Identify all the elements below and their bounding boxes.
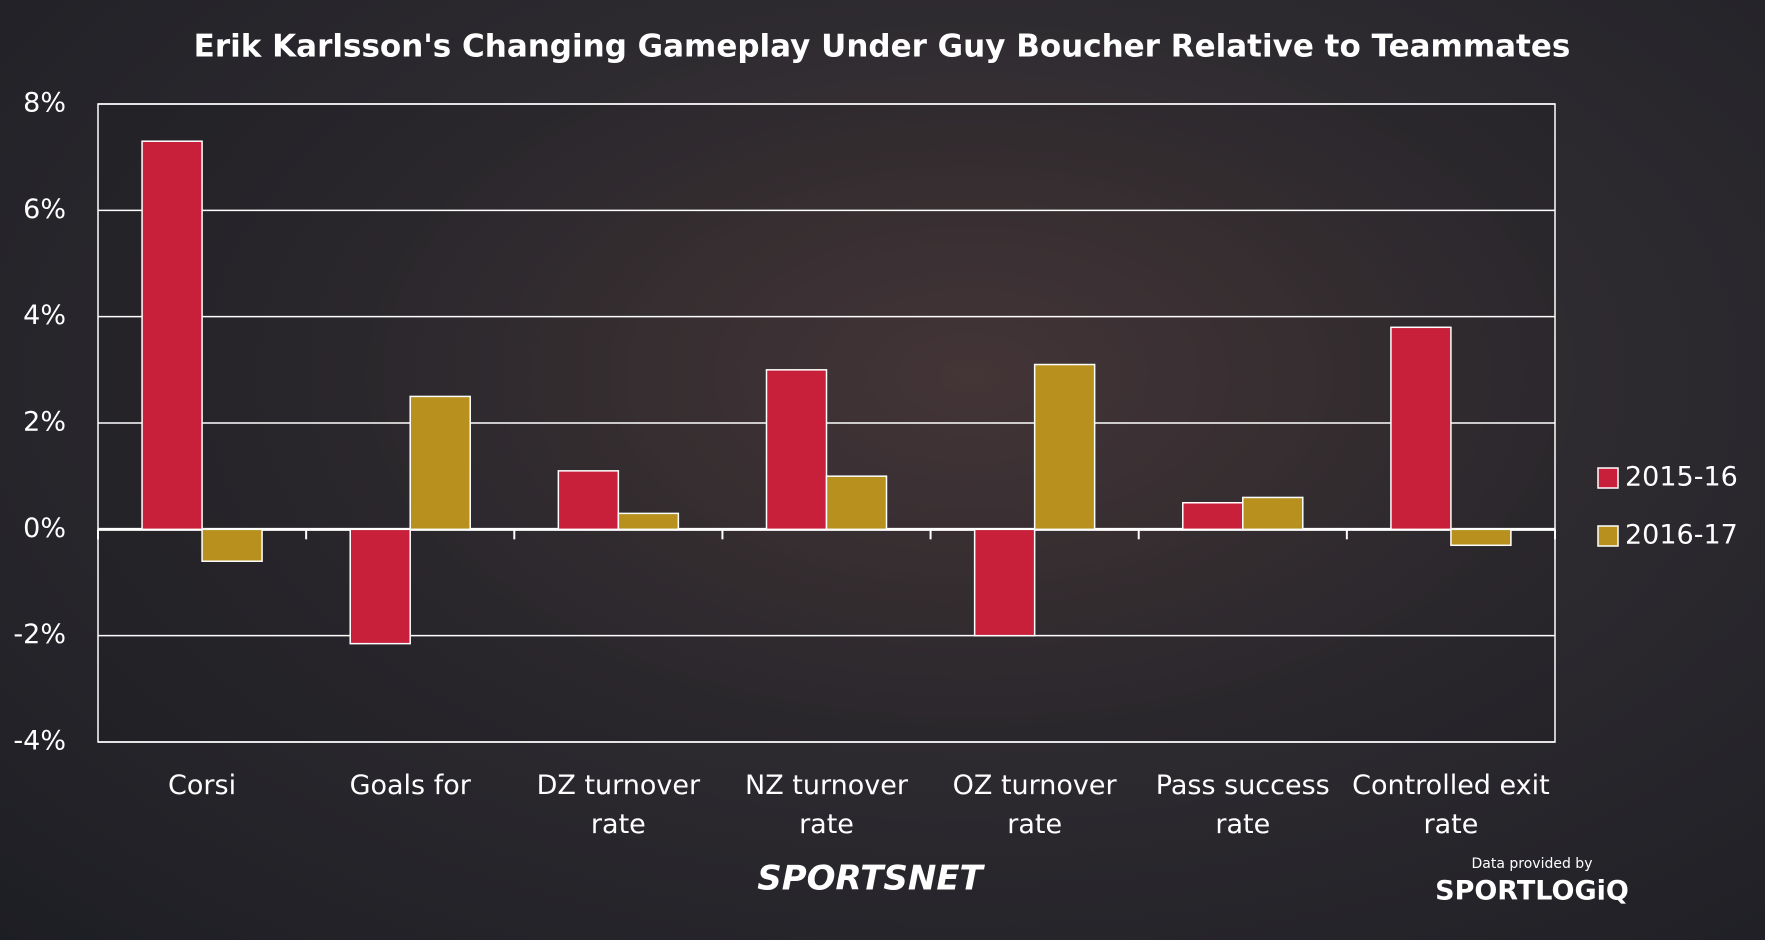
chart-title: Erik Karlsson's Changing Gameplay Under … [194,29,1571,65]
x-tick-label: DZ turnover rate [536,770,701,840]
source-logo: SPORTLOGiQ [1435,876,1629,907]
logo: SPORTSNET [757,859,985,899]
bar [617,512,680,531]
bar [1450,528,1512,547]
bar [409,395,471,531]
x-tick-label: Corsi [168,770,237,801]
legend-swatch [1597,467,1619,489]
bar [349,528,411,645]
y-tick-label: -2% [13,619,66,650]
bar [973,528,1036,637]
x-tick-label: Goals for [349,770,471,801]
y-tick-label: 6% [23,194,66,225]
y-tick-label: 2% [23,407,66,438]
bar [1390,326,1452,531]
legend-swatch [1597,525,1619,547]
bar [1033,363,1096,531]
y-tick-label: 4% [23,300,66,331]
y-tick-label: -4% [13,726,66,757]
y-tick-label: 0% [23,513,66,544]
source-note: Data provided by [1472,856,1593,872]
y-tick-label: 8% [23,88,66,119]
legend-label: 2016-17 [1625,520,1738,551]
x-tick-label: NZ turnover rate [745,770,908,840]
bar [765,369,828,531]
x-tick-label: OZ turnover rate [952,770,1117,840]
bar [201,528,263,562]
bar [825,475,888,531]
bar [1182,502,1244,531]
bar [141,140,203,531]
x-tick-label: Pass success rate [1155,770,1330,840]
x-tick-label: Controlled exit rate [1352,770,1550,840]
legend-label: 2015-16 [1625,462,1738,493]
bar [557,470,620,531]
bar [1242,496,1304,531]
